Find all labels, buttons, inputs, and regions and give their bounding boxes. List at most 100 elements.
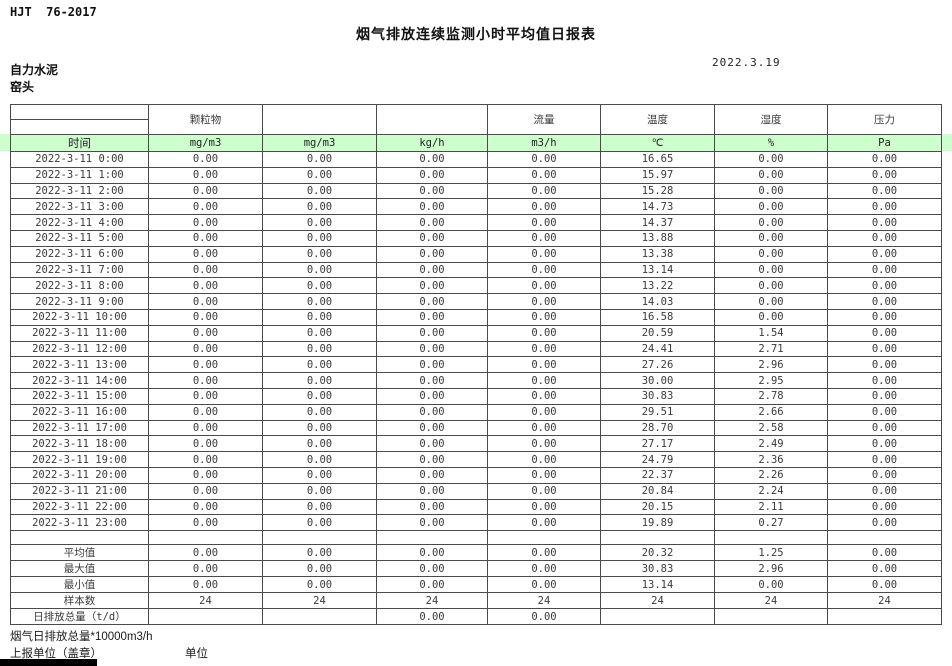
time-cell: 2022-3-11 15:00 xyxy=(10,387,149,405)
time-cell: 2022-3-11 14:00 xyxy=(10,372,149,389)
value-cell: 0.00 xyxy=(487,340,601,358)
summary-value-cell: 0.00 xyxy=(376,576,488,594)
value-cell: 15.28 xyxy=(600,182,715,200)
value-cell: 0.00 xyxy=(714,151,828,168)
value-cell: 0.00 xyxy=(376,261,488,279)
value-cell: 0.00 xyxy=(376,387,488,405)
value-cell: 0.00 xyxy=(376,293,488,310)
value-cell: 0.00 xyxy=(262,277,377,295)
summary-value-cell: 2.96 xyxy=(714,560,828,578)
value-cell: 0.00 xyxy=(487,277,601,295)
summary-value-cell: 24 xyxy=(148,592,263,610)
value-cell: 0.00 xyxy=(262,214,377,231)
value-cell: 15.97 xyxy=(600,166,715,184)
value-cell: 0.00 xyxy=(262,151,377,168)
value-cell: 0.00 xyxy=(148,356,263,374)
group-header-cell: 压力 xyxy=(827,104,942,135)
report-unit-label: 上报单位（盖章） xyxy=(10,648,102,660)
value-cell: 0.00 xyxy=(262,435,377,453)
summary-value-cell: 13.14 xyxy=(600,576,715,594)
group-header-cell: 流量 xyxy=(487,104,601,135)
monitor-point-name: 窑头 xyxy=(10,80,35,94)
value-cell: 16.58 xyxy=(600,308,715,326)
time-cell: 2022-3-11 8:00 xyxy=(10,277,149,295)
value-cell: 0.00 xyxy=(148,293,263,310)
value-cell: 0.00 xyxy=(487,356,601,374)
table-row: 2022-3-11 14:00 0.00 0.00 0.00 0.00 30.00 2.95… xyxy=(10,372,942,389)
time-cell: 2022-3-11 11:00 xyxy=(10,324,149,342)
time-cell: 2022-3-11 0:00 xyxy=(10,151,149,168)
group-header-cell: 湿度 xyxy=(714,104,828,135)
value-cell: 30.83 xyxy=(600,387,715,405)
value-cell: 0.00 xyxy=(487,466,601,484)
value-cell: 0.00 xyxy=(376,466,488,484)
value-cell: 0.00 xyxy=(376,403,488,421)
value-cell: 13.14 xyxy=(600,261,715,279)
value-cell: 2.11 xyxy=(714,498,828,516)
summary-value-cell: 0.00 xyxy=(827,560,942,578)
summary-value-cell xyxy=(714,608,828,626)
value-cell: 0.00 xyxy=(827,466,942,484)
value-cell: 0.00 xyxy=(376,340,488,358)
value-cell: 0.00 xyxy=(714,245,828,263)
summary-row: 样本数 24 24 24 24 24 24 24 xyxy=(10,592,942,610)
table-row: 2022-3-11 10:00 0.00 0.00 0.00 0.00 16.58 0.00… xyxy=(10,308,942,326)
value-cell: 0.00 xyxy=(487,182,601,200)
value-cell: 0.00 xyxy=(262,451,377,468)
summary-value-cell: 0.00 xyxy=(487,576,601,594)
value-cell: 0.00 xyxy=(148,514,263,532)
value-cell: 24.79 xyxy=(600,451,715,468)
value-cell: 0.00 xyxy=(487,324,601,342)
value-cell: 0.00 xyxy=(714,261,828,279)
value-cell: 0.00 xyxy=(487,498,601,516)
value-cell: 0.00 xyxy=(262,166,377,184)
value-cell: 0.00 xyxy=(148,482,263,500)
table-row: 2022-3-11 0:00 0.00 0.00 0.00 0.00 16.65 0.00 0… xyxy=(10,151,942,168)
spacer-cell xyxy=(600,530,715,546)
time-cell: 2022-3-11 20:00 xyxy=(10,466,149,484)
summary-label-cell: 样本数 xyxy=(10,592,149,610)
unit-cell: kg/h xyxy=(376,134,488,152)
summary-value-cell: 0.00 xyxy=(262,544,377,562)
value-cell: 0.00 xyxy=(487,308,601,326)
value-cell: 0.00 xyxy=(827,514,942,532)
summary-value-cell: 0.00 xyxy=(487,544,601,562)
footer-signature-line: 上报单位（盖章） 单位 xyxy=(10,645,410,661)
time-cell: 2022-3-11 1:00 xyxy=(10,166,149,184)
table-row: 2022-3-11 16:00 0.00 0.00 0.00 0.00 29.51 2.66… xyxy=(10,403,942,421)
value-cell: 0.00 xyxy=(262,245,377,263)
corner-cell-bottom xyxy=(10,119,149,135)
value-cell: 14.37 xyxy=(600,214,715,231)
summary-value-cell: 24 xyxy=(262,592,377,610)
value-cell: 0.00 xyxy=(262,419,377,437)
value-cell: 0.00 xyxy=(487,372,601,389)
unit-label: 单位 xyxy=(185,648,208,660)
value-cell: 0.00 xyxy=(487,151,601,168)
summary-value-cell: 0.00 xyxy=(487,608,601,626)
value-cell: 2.49 xyxy=(714,435,828,453)
summary-value-cell: 0.00 xyxy=(262,560,377,578)
value-cell: 0.00 xyxy=(262,293,377,310)
value-cell: 1.54 xyxy=(714,324,828,342)
table-row: 2022-3-11 1:00 0.00 0.00 0.00 0.00 15.97 0.00 0… xyxy=(10,166,942,184)
value-cell: 0.00 xyxy=(714,229,828,247)
value-cell: 29.51 xyxy=(600,403,715,421)
table-row: 2022-3-11 12:00 0.00 0.00 0.00 0.00 24.41 2.71… xyxy=(10,340,942,358)
value-cell: 0.00 xyxy=(487,261,601,279)
time-cell: 2022-3-11 9:00 xyxy=(10,293,149,310)
value-cell: 0.00 xyxy=(376,498,488,516)
spacer-cell xyxy=(487,530,601,546)
unit-cell: mg/m3 xyxy=(148,134,263,152)
value-cell: 0.00 xyxy=(827,277,942,295)
summary-value-cell: 24 xyxy=(827,592,942,610)
time-cell: 2022-3-11 6:00 xyxy=(10,245,149,263)
time-header-cell: 时间 xyxy=(10,134,149,152)
value-cell: 0.27 xyxy=(714,514,828,532)
value-cell: 0.00 xyxy=(262,261,377,279)
value-cell: 0.00 xyxy=(376,451,488,468)
table-row: 2022-3-11 20:00 0.00 0.00 0.00 0.00 22.37 2.26… xyxy=(10,466,942,484)
value-cell: 0.00 xyxy=(376,214,488,231)
value-cell: 2.58 xyxy=(714,419,828,437)
value-cell: 22.37 xyxy=(600,466,715,484)
value-cell: 0.00 xyxy=(376,435,488,453)
